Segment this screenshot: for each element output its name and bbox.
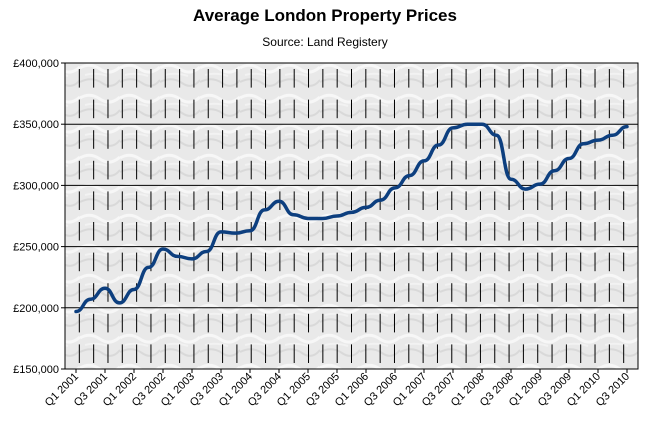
y-tick-label: £150,000 — [13, 364, 59, 376]
plot-border — [64, 62, 639, 370]
minor-grid — [78, 69, 625, 363]
y-tick-label: £200,000 — [13, 303, 59, 315]
y-tick-label: £350,000 — [13, 119, 59, 131]
y-tick-label: £300,000 — [13, 180, 59, 192]
chart-title: Average London Property Prices — [193, 6, 457, 25]
y-tick-label: £400,000 — [13, 58, 59, 70]
series-line — [74, 122, 629, 314]
y-axis: £150,000 £200,000 £250,000 £300,000 £350,000… — [13, 58, 65, 376]
chart-subtitle: Source: Land Registery — [262, 35, 388, 49]
y-tick-label: £250,000 — [13, 242, 59, 254]
